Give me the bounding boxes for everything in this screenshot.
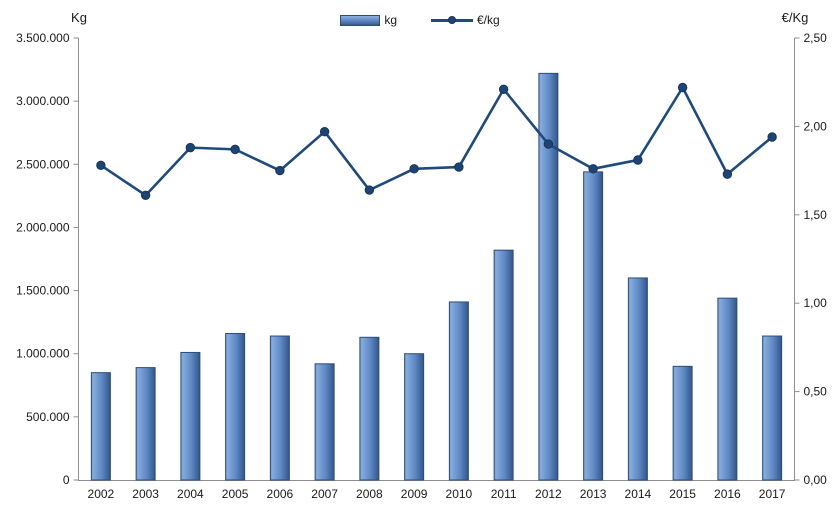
eur-per-kg-line bbox=[99, 86, 774, 197]
x-axis-label-2017: 2017 bbox=[759, 487, 786, 501]
eur-per-kg-marker-2016 bbox=[722, 169, 733, 179]
bar-2007 bbox=[314, 363, 335, 481]
bar-2009 bbox=[404, 353, 425, 481]
x-axis-label-2004: 2004 bbox=[177, 487, 204, 501]
x-axis-label-2005: 2005 bbox=[222, 487, 249, 501]
right-axis-tick-label: 1,50 bbox=[804, 208, 828, 222]
eur-per-kg-marker-2012 bbox=[543, 139, 554, 149]
x-axis-label-2016: 2016 bbox=[714, 487, 741, 501]
right-axis-title: €/Kg bbox=[781, 10, 809, 25]
left-axis-tick-label: 3.000.000 bbox=[16, 94, 70, 108]
left-axis-tick-label: 1.500.000 bbox=[16, 284, 70, 298]
bar-2003 bbox=[135, 367, 156, 481]
bar-2005 bbox=[225, 333, 246, 481]
eur-per-kg-marker-2005 bbox=[230, 144, 240, 155]
bar-2014 bbox=[627, 277, 648, 481]
eur-per-kg-marker-2008 bbox=[364, 185, 375, 195]
bar-2002 bbox=[90, 372, 111, 481]
bar-2010 bbox=[448, 301, 469, 481]
x-axis-label-2008: 2008 bbox=[356, 487, 383, 501]
x-axis-label-2011: 2011 bbox=[491, 487, 517, 501]
bar-2015 bbox=[672, 365, 693, 481]
x-axis-label-2013: 2013 bbox=[580, 487, 607, 501]
x-axis-label-2015: 2015 bbox=[669, 487, 696, 501]
eur-per-kg-marker-2002 bbox=[96, 160, 106, 170]
eur-per-kg-marker-2006 bbox=[275, 165, 285, 176]
right-axis-tick-label: 2,00 bbox=[804, 119, 828, 133]
x-axis-label-2009: 2009 bbox=[401, 487, 428, 501]
left-axis-tick-label: 500.000 bbox=[26, 410, 70, 424]
eur-per-kg-marker-2007 bbox=[319, 127, 330, 137]
right-axis-tick-label: 0,00 bbox=[804, 473, 828, 487]
eur-per-kg-marker-2010 bbox=[454, 162, 464, 172]
x-axis-label-2014: 2014 bbox=[625, 487, 652, 501]
bar-2006 bbox=[269, 335, 290, 481]
left-axis-tick-label: 2.000.000 bbox=[16, 220, 70, 234]
bar-2011 bbox=[493, 249, 514, 481]
eur-per-kg-marker-2017 bbox=[767, 132, 777, 142]
eur-per-kg-marker-2009 bbox=[409, 164, 419, 174]
bar-2012 bbox=[538, 72, 559, 481]
x-axis-label-2003: 2003 bbox=[132, 487, 159, 501]
bar-2008 bbox=[359, 336, 380, 481]
left-axis-title: Kg bbox=[71, 10, 87, 25]
left-axis-tick-label: 1.000.000 bbox=[16, 347, 70, 361]
bar-2016 bbox=[717, 297, 738, 481]
bar-2017 bbox=[762, 335, 783, 481]
eur-per-kg-marker-2014 bbox=[633, 155, 643, 165]
eur-per-kg-marker-2015 bbox=[677, 82, 688, 93]
right-axis-tick-label: 0,50 bbox=[804, 385, 828, 399]
eur-per-kg-marker-2003 bbox=[140, 190, 151, 201]
x-axis-label-2010: 2010 bbox=[446, 487, 473, 501]
right-axis-tick-label: 2,50 bbox=[804, 31, 828, 45]
x-axis-label-2002: 2002 bbox=[88, 487, 115, 501]
bar-2013 bbox=[583, 171, 604, 481]
left-axis-tick-label: 3.500.000 bbox=[16, 31, 70, 45]
bar-2004 bbox=[180, 351, 201, 481]
eur-per-kg-marker-2004 bbox=[185, 142, 196, 153]
x-axis-label-2006: 2006 bbox=[267, 487, 294, 501]
left-axis-tick-label: 2.500.000 bbox=[16, 157, 70, 171]
x-axis-label-2012: 2012 bbox=[535, 487, 562, 501]
x-axis-label-2007: 2007 bbox=[311, 487, 338, 501]
right-axis-tick-label: 1,00 bbox=[804, 296, 828, 310]
eur-per-kg-marker-2011 bbox=[498, 84, 509, 94]
left-axis-tick-label: 0 bbox=[63, 473, 70, 487]
eur-per-kg-marker-2013 bbox=[588, 164, 598, 174]
